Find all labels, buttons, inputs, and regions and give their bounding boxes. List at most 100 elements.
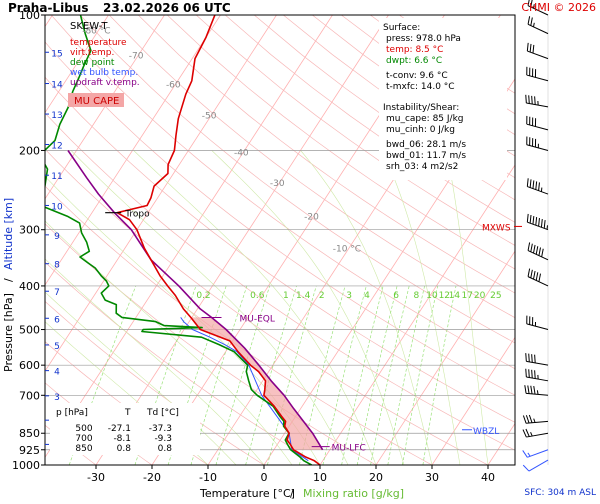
altitude-tick-label: 10 xyxy=(51,202,63,212)
altitude-tick-label: 7 xyxy=(54,288,60,298)
table-row-p: 500 xyxy=(75,424,92,434)
y-axis-title-altitude: Altitude [km] xyxy=(2,198,15,270)
instability-title: Instability/Shear: xyxy=(383,103,459,113)
isotherm-label: -60 xyxy=(166,81,181,91)
isotherm-label: -10 °C xyxy=(333,244,361,254)
pressure-tick-label: 700 xyxy=(19,389,40,402)
mixing-ratio-label: 0.6 xyxy=(250,291,265,301)
table-row-t: 0.8 xyxy=(117,444,132,454)
wind-barb-flag xyxy=(532,354,533,362)
wind-barb-flag xyxy=(529,354,530,362)
table-row-td: -37.3 xyxy=(149,424,172,434)
mixing-ratio-label: 8 xyxy=(413,291,419,301)
x-tick-label: -20 xyxy=(143,471,161,484)
mixing-ratio-label: 14 xyxy=(449,291,461,301)
mixing-ratio-label: 3 xyxy=(346,291,352,301)
x-tick-label: 10 xyxy=(313,471,327,484)
isotherm-label: -70 xyxy=(129,52,144,62)
legend-dew-point: dew point xyxy=(70,58,115,68)
mu-cape-label: MU CAPE xyxy=(74,96,119,107)
station-title: Praha-Libus xyxy=(8,1,88,15)
pressure-tick-label: 600 xyxy=(19,359,40,372)
table-row-t: -8.1 xyxy=(113,434,131,444)
table-header-td: Td [°C] xyxy=(146,408,179,418)
pressure-tick-label: 500 xyxy=(19,324,40,337)
surface-dwpt: dwpt: 6.6 °C xyxy=(386,56,442,66)
altitude-tick-label: 6 xyxy=(54,315,60,325)
wind-barb-flag xyxy=(535,96,536,104)
pressure-tick-label: 850 xyxy=(19,427,40,440)
x-tick-label: 40 xyxy=(481,471,495,484)
legend-skewt: SKEW-T xyxy=(70,21,108,32)
mixing-ratio-label: 6 xyxy=(393,291,399,301)
wbzl-label: WBZL xyxy=(473,427,499,437)
surface-title: Surface: xyxy=(383,23,420,33)
mixing-ratio-label: 4 xyxy=(364,291,370,301)
legend-virt-temp: virt.temp. xyxy=(70,48,114,58)
pressure-tick-label: 925 xyxy=(19,444,40,457)
table-row-td: -9.3 xyxy=(154,434,172,444)
y-axis-title-sep: / xyxy=(2,278,15,282)
mixing-ratio-label: 0.2 xyxy=(196,291,210,301)
altitude-tick-label: 4 xyxy=(54,368,60,378)
pressure-tick-label: 200 xyxy=(19,144,40,157)
mu-lfc-label: MU-LFC xyxy=(332,444,366,454)
wind-barb-flag xyxy=(526,369,527,377)
wind-barb-half xyxy=(537,390,538,394)
legend-temperature: temperature xyxy=(70,38,127,48)
altitude-tick-label: 14 xyxy=(51,81,63,91)
isotherm-label: -50 xyxy=(202,112,217,122)
isotherm-label: -40 xyxy=(234,148,249,158)
pressure-tick-label: 300 xyxy=(19,224,40,237)
x-axis-title-mixing: Mixing ratio [g/kg] xyxy=(303,487,404,500)
altitude-tick-label: 13 xyxy=(51,111,62,121)
wind-barb-flag xyxy=(526,353,527,361)
srh03-value: srh_03: 4 m2/s2 xyxy=(386,162,458,172)
mxws-label: MXWS xyxy=(482,223,511,233)
surface-temp: temp: 8.5 °C xyxy=(386,45,443,55)
legend-updraft: updraft v.temp. xyxy=(70,78,140,88)
altitude-tick-label: 11 xyxy=(51,172,62,182)
mixing-ratio-label: 1 xyxy=(283,291,289,301)
x-axis-title-sep: / xyxy=(290,487,294,500)
altitude-tick-label: 5 xyxy=(54,342,60,352)
surface-tconv: t-conv: 9.6 °C xyxy=(386,71,448,81)
x-axis-title: Temperature [°C] xyxy=(199,487,295,500)
x-tick-label: -30 xyxy=(87,471,105,484)
mixing-ratio-label: 10 xyxy=(426,291,438,301)
mu-eql-label: MU-EQL xyxy=(240,314,275,324)
bwd06-value: bwd_06: 28.1 m/s xyxy=(386,140,466,150)
datetime-title: 23.02.2026 06 UTC xyxy=(103,1,231,15)
x-tick-label: 0 xyxy=(261,471,268,484)
mixing-ratio-label: 2 xyxy=(319,291,325,301)
isotherm-label: -20 xyxy=(304,213,319,223)
wind-barb-flag xyxy=(532,370,533,378)
x-tick-label: -10 xyxy=(199,471,217,484)
table-row-p: 700 xyxy=(75,434,92,444)
credit-text: CHMI © 2026 xyxy=(521,1,596,14)
table-row-p: 850 xyxy=(75,444,92,454)
wind-barb-flag xyxy=(535,370,536,378)
altitude-tick-label: 15 xyxy=(51,49,62,59)
table-header-t: T xyxy=(124,408,131,418)
x-tick-label: 20 xyxy=(369,471,383,484)
table-row-td: 0.8 xyxy=(158,444,173,454)
bwd01-value: bwd_01: 11.7 m/s xyxy=(386,151,466,161)
wind-barb-flag xyxy=(529,95,530,103)
pressure-tick-label: 400 xyxy=(19,280,40,293)
mu-cinh-value: mu_cinh: 0 J/kg xyxy=(386,125,455,135)
altitude-tick-label: 9 xyxy=(54,232,60,242)
x-tick-label: 30 xyxy=(425,471,439,484)
table-header-p: p [hPa] xyxy=(56,408,88,418)
sfc-elevation: SFC: 304 m ASL xyxy=(524,488,596,498)
mixing-ratio-label: 1.4 xyxy=(296,291,311,301)
isotherm-label: -30 xyxy=(270,179,285,189)
surface-press: press: 978.0 hPa xyxy=(386,34,461,44)
wind-barb-flag xyxy=(529,369,530,377)
info-panel: Surface: press: 978.0 hPa temp: 8.5 °C d… xyxy=(379,18,507,180)
table-row-t: -27.1 xyxy=(108,424,131,434)
altitude-tick-label: 3 xyxy=(54,393,60,403)
altitude-tick-label: 12 xyxy=(51,142,62,152)
